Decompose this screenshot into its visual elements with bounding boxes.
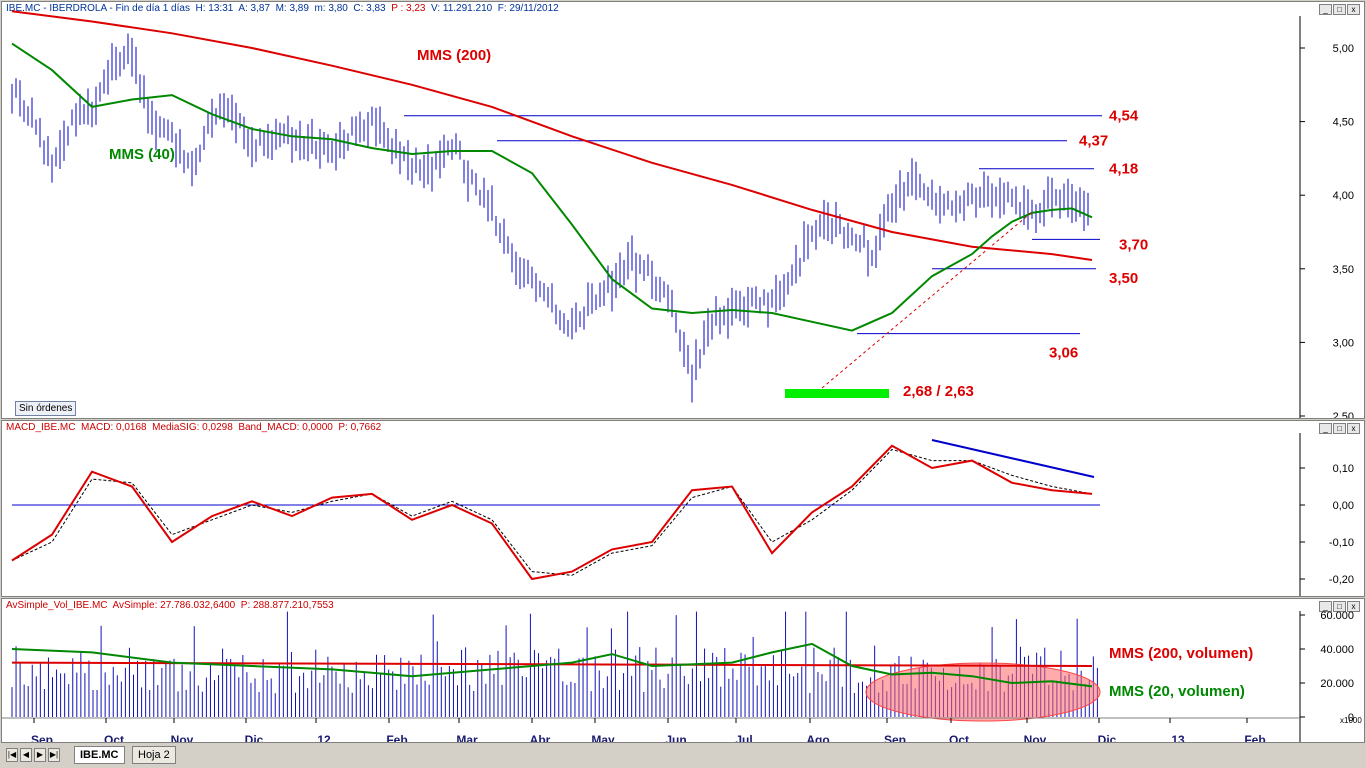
month-label: Sep: [31, 733, 53, 743]
vol-mms20-line: [11, 642, 1093, 688]
no-orders-button[interactable]: Sin órdenes: [15, 401, 77, 416]
volume-tick-label: 0: [1348, 712, 1354, 724]
month-label: Oct: [104, 733, 124, 743]
volume-header: AvSimple_Vol_IBE.MC AvSimple: 27.786.032…: [6, 600, 334, 611]
month-label: May: [591, 733, 615, 743]
trend-line: [821, 211, 1033, 389]
level-label: 3,70: [1119, 236, 1148, 253]
level-label: 4,18: [1109, 161, 1138, 178]
mms40-label: MMS (40): [109, 146, 175, 163]
volume-tick-label: 60.000: [1320, 610, 1354, 622]
price-tick-label: 4,50: [1333, 117, 1354, 129]
volume-highlight-zone: [865, 662, 1101, 722]
level-label: 4,54: [1109, 108, 1139, 125]
minimize-icon[interactable]: _: [1319, 4, 1332, 15]
close-icon[interactable]: x: [1347, 423, 1360, 434]
price-window-buttons: _ □ x: [1319, 4, 1360, 15]
month-label: Oct: [949, 733, 969, 743]
month-label: 12: [317, 733, 331, 743]
support-zone: [785, 389, 889, 398]
maximize-icon[interactable]: □: [1333, 4, 1346, 15]
vol-mms20-label: MMS (20, volumen): [1109, 683, 1245, 700]
month-label: Nov: [1024, 733, 1047, 743]
close-icon[interactable]: x: [1347, 4, 1360, 15]
month-label: Mar: [456, 733, 478, 743]
level-label: 4,37: [1079, 133, 1108, 150]
volume-pane[interactable]: AvSimple_Vol_IBE.MC AvSimple: 27.786.032…: [1, 598, 1365, 743]
month-label: Abr: [530, 733, 551, 743]
price-tick-label: 4,00: [1333, 190, 1354, 202]
vol-mms200-label: MMS (200, volumen): [1109, 645, 1253, 662]
mms40-line: [11, 42, 1093, 332]
price-header: IBE.MC - IBERDROLA - Fin de día 1 días H…: [6, 3, 559, 14]
month-label: Feb: [386, 733, 407, 743]
level-label: 3,50: [1109, 270, 1138, 287]
tab-hoja-2[interactable]: Hoja 2: [132, 746, 176, 764]
month-label: Sep: [884, 733, 906, 743]
sheet-tab-bar: |◀ ◀ ▶ ▶| IBE.MC Hoja 2: [0, 743, 1366, 768]
price-chart: 5,00 4,50 4,00 3,50 3,00 2,50 4,544,374,18 3,70…: [11, 10, 1354, 419]
last-sheet-button[interactable]: ▶|: [48, 748, 60, 762]
volume-unit: x1000: [1340, 716, 1362, 725]
next-sheet-button[interactable]: ▶: [34, 748, 46, 762]
volume-tick-label: 40.000: [1320, 644, 1354, 656]
minimize-icon[interactable]: _: [1319, 601, 1332, 612]
macd-window-buttons: _ □ x: [1319, 423, 1360, 434]
price-tick-label: 3,50: [1333, 264, 1354, 276]
first-sheet-button[interactable]: |◀: [6, 748, 18, 762]
macd-divergence-line: [931, 439, 1095, 478]
month-label: Jun: [665, 733, 686, 743]
month-label: Dic: [1098, 733, 1117, 743]
volume-window-buttons: _ □ x: [1319, 601, 1360, 612]
macd-tick-label: -0,20: [1329, 574, 1354, 586]
macd-tick-label: -0,10: [1329, 537, 1354, 549]
tab-ibe-mc[interactable]: IBE.MC: [74, 746, 125, 764]
signal-line: [11, 448, 1093, 576]
macd-tick-label: 0,00: [1333, 500, 1354, 512]
macd-pane[interactable]: MACD_IBE.MC MACD: 0,0168 MediaSIG: 0,029…: [1, 420, 1365, 597]
month-label: 13: [1171, 733, 1185, 743]
macd-tick-label: 0,10: [1333, 463, 1354, 475]
volume-tick-label: 20.000: [1320, 678, 1354, 690]
maximize-icon[interactable]: □: [1333, 423, 1346, 434]
price-tick-label: 3,00: [1333, 337, 1354, 349]
mms200-line: [11, 10, 1093, 261]
macd-header: MACD_IBE.MC MACD: 0,0168 MediaSIG: 0,029…: [6, 422, 382, 433]
month-label: Nov: [171, 733, 194, 743]
price-pane[interactable]: IBE.MC - IBERDROLA - Fin de día 1 días H…: [1, 1, 1365, 419]
mms200-label: MMS (200): [417, 47, 491, 64]
level-label: 2,68 / 2,63: [903, 383, 974, 400]
close-icon[interactable]: x: [1347, 601, 1360, 612]
macd-chart: 0,10 0,00 -0,10 -0,20: [11, 433, 1354, 596]
maximize-icon[interactable]: □: [1333, 601, 1346, 612]
macd-line: [11, 444, 1093, 581]
month-label: Feb: [1244, 733, 1265, 743]
month-label: Dic: [245, 733, 264, 743]
month-label: Jul: [735, 733, 752, 743]
price-tick-label: 5,00: [1333, 43, 1354, 55]
level-label: 3,06: [1049, 345, 1078, 362]
month-label: Ago: [806, 733, 829, 743]
minimize-icon[interactable]: _: [1319, 423, 1332, 434]
price-tick-label: 2,50: [1333, 411, 1354, 419]
prev-sheet-button[interactable]: ◀: [20, 748, 32, 762]
